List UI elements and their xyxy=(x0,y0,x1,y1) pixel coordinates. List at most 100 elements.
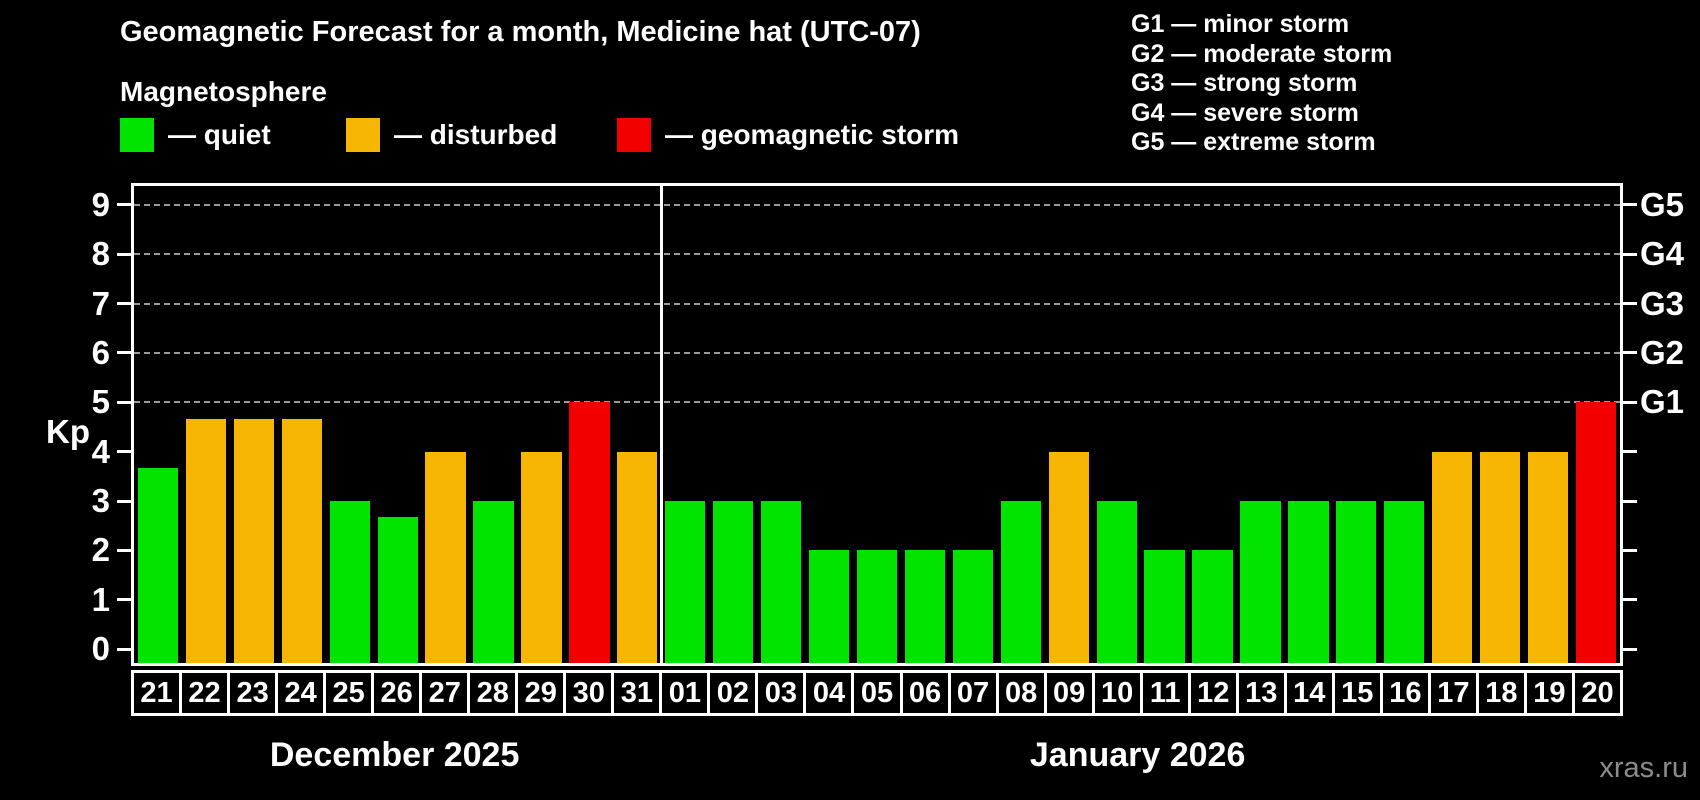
quiet-color-swatch xyxy=(120,118,154,152)
legend-item-disturbed: — disturbed xyxy=(346,118,557,152)
day-label: 05 xyxy=(851,670,903,716)
day-label: 17 xyxy=(1427,670,1479,716)
kp-bar xyxy=(1480,451,1521,663)
kp-bar xyxy=(1432,451,1473,663)
storm-scale-g2: G2 — moderate storm xyxy=(1131,39,1393,68)
day-label: 04 xyxy=(803,670,855,716)
storm-color-swatch xyxy=(617,118,651,152)
legend-item-quiet: — quiet xyxy=(120,118,271,152)
right-tick xyxy=(1623,302,1637,306)
storm-scale-g5: G5 — extreme storm xyxy=(1131,128,1376,156)
gridline xyxy=(134,302,1620,305)
storm-scale-g3: G3 — strong storm xyxy=(1131,69,1358,97)
y-tick xyxy=(117,598,131,602)
kp-bar xyxy=(281,418,322,663)
right-tick xyxy=(1623,499,1637,503)
kp-bar xyxy=(185,418,227,663)
kp-bar xyxy=(952,550,993,663)
day-label: 31 xyxy=(611,670,663,716)
y-tick xyxy=(117,252,131,256)
kp-bar xyxy=(1096,501,1137,663)
kp-bar xyxy=(665,501,706,663)
y-tick-label: 8 xyxy=(91,235,110,273)
day-label: 26 xyxy=(371,670,423,716)
day-label: 09 xyxy=(1043,670,1095,716)
month-label: December 2025 xyxy=(269,736,520,774)
day-label: 30 xyxy=(563,670,615,716)
month-separator xyxy=(659,186,663,663)
y-tick-label: 5 xyxy=(91,383,110,421)
y-tick-label: 7 xyxy=(91,284,110,322)
day-label: 20 xyxy=(1571,670,1623,716)
right-tick xyxy=(1623,203,1637,207)
day-label: 28 xyxy=(467,670,519,716)
day-label: 16 xyxy=(1379,670,1431,716)
kp-bar xyxy=(473,501,514,663)
kp-plot: Kp 0 1 2 3 4 5 6 7 8 9 G1 G2 G3 G4 G5 xyxy=(46,183,1684,667)
day-label: 11 xyxy=(1139,670,1191,716)
day-label: 29 xyxy=(515,670,567,716)
day-label: 10 xyxy=(1091,670,1143,716)
day-label: 14 xyxy=(1283,670,1335,716)
day-label: 08 xyxy=(995,670,1047,716)
y-tick-label: 6 xyxy=(91,333,110,371)
kp-bar xyxy=(329,501,370,663)
kp-bar xyxy=(521,451,562,663)
gridline xyxy=(134,203,1620,206)
kp-bar xyxy=(856,550,898,663)
y-tick xyxy=(117,203,131,207)
day-axis: 21 22 23 24 25 26 27 28 29 30 31 01 02 03 04 05 06 07 08 09… xyxy=(131,670,1623,716)
y-tick xyxy=(117,351,131,355)
g-level-label: G1 xyxy=(1640,383,1685,421)
kp-bar xyxy=(713,501,754,663)
y-tick-label: 9 xyxy=(91,185,110,223)
legend-label-quiet: — quiet xyxy=(168,119,271,150)
right-tick xyxy=(1623,400,1637,404)
kp-bar xyxy=(1048,451,1089,663)
day-label: 23 xyxy=(227,670,279,716)
legend-label-storm: — geomagnetic storm xyxy=(665,119,960,150)
y-tick-label: 3 xyxy=(91,482,110,520)
storm-scale-g4: G4 — severe storm xyxy=(1131,98,1359,127)
day-label: 24 xyxy=(275,670,327,716)
g-level-label: G3 xyxy=(1640,284,1685,322)
y-tick xyxy=(117,647,131,651)
y-tick xyxy=(117,548,131,552)
month-label: January 2026 xyxy=(1029,736,1246,774)
kp-bar xyxy=(1575,402,1617,663)
day-label: 25 xyxy=(323,670,375,716)
g-level-label: G2 xyxy=(1640,333,1685,371)
storm-scale-legend: G1 — minor storm G2 — moderate storm G3 … xyxy=(1131,10,1392,158)
y-tick-label: 0 xyxy=(91,630,110,668)
legend-label-disturbed: — disturbed xyxy=(394,119,558,150)
y-tick xyxy=(117,450,131,454)
day-label: 18 xyxy=(1475,670,1527,716)
y-tick-label: 2 xyxy=(91,531,110,569)
kp-bar xyxy=(377,517,418,663)
y-tick xyxy=(117,302,131,306)
day-label: 19 xyxy=(1523,670,1575,716)
kp-bar xyxy=(1144,550,1185,663)
right-tick xyxy=(1623,351,1637,355)
kp-bar xyxy=(617,451,658,663)
kp-bar xyxy=(233,418,274,663)
day-label: 01 xyxy=(659,670,711,716)
kp-bar xyxy=(808,550,850,663)
kp-bar xyxy=(1192,550,1233,663)
y-tick-label: 4 xyxy=(91,432,110,470)
right-tick xyxy=(1623,252,1637,256)
kp-bar xyxy=(137,467,179,663)
storm-scale-g1: G1 — minor storm xyxy=(1131,10,1350,38)
chart-subtitle: Magnetosphere xyxy=(120,76,327,107)
plot-wrap: Kp 0 1 2 3 4 5 6 7 8 9 G1 G2 G3 G4 G5 21 22 23 24 25 26 27 28… xyxy=(46,183,1684,800)
kp-bar xyxy=(1336,501,1377,663)
right-tick xyxy=(1623,450,1637,454)
kp-bar xyxy=(425,451,466,663)
right-tick xyxy=(1623,548,1637,552)
kp-bar xyxy=(569,402,610,663)
day-label: 12 xyxy=(1187,670,1239,716)
gridline xyxy=(134,351,1620,354)
kp-bar xyxy=(760,501,802,663)
y-tick xyxy=(117,499,131,503)
